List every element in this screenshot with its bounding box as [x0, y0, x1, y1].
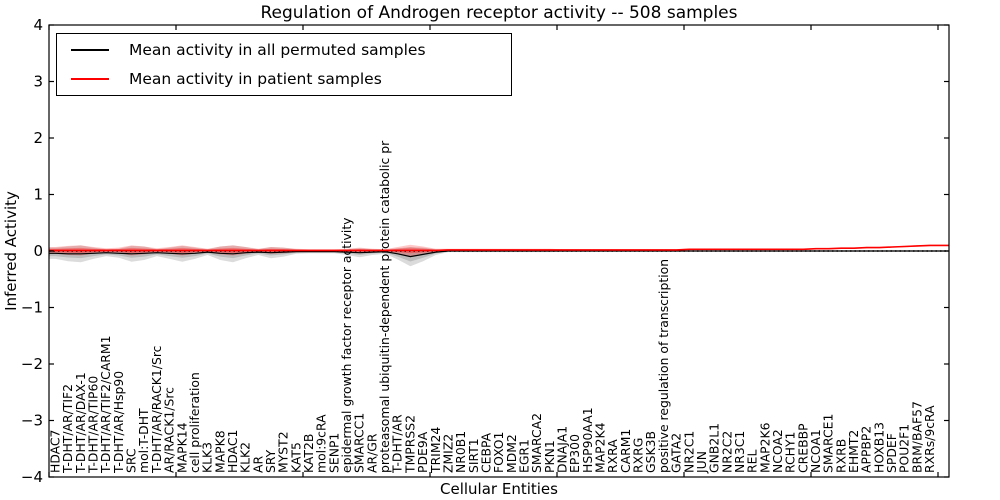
entity-label: AR/RACK1/Src — [162, 387, 177, 473]
entity-label: CARM1 — [618, 429, 633, 473]
entity-label: DNAJA1 — [555, 426, 570, 473]
entity-label: MAP2K6 — [757, 422, 772, 473]
entity-label: GSK3B — [643, 431, 658, 473]
entity-label: positive regulation of transcription — [656, 259, 671, 473]
entity-label: HDAC1 — [225, 430, 240, 473]
entity-label: FOXO1 — [491, 432, 506, 473]
entity-label: SRC — [124, 448, 139, 473]
legend-label-patient: Mean activity in patient samples — [129, 69, 382, 88]
entity-label: AR/GR — [364, 433, 379, 473]
entity-label: BRM/BAF57 — [909, 401, 924, 473]
y-tick-label: 4 — [33, 16, 43, 34]
entity-label: PDE9A — [415, 431, 430, 473]
entity-label: RXRA — [605, 439, 620, 473]
legend-line-patient-icon — [71, 77, 109, 80]
entity-label: AR — [250, 456, 265, 473]
legend-line-permuted-icon — [71, 49, 109, 52]
entity-label: T-DHT/AR/Hsp90 — [111, 371, 126, 474]
entity-label: RXRs/9cRA — [922, 405, 937, 473]
y-tick-label: 0 — [33, 242, 43, 260]
entity-label: NR3C1 — [732, 431, 747, 473]
entity-label: RCHY1 — [783, 432, 798, 473]
entity-label: SIRT1 — [466, 438, 481, 473]
legend: Mean activity in all permuted samples Me… — [56, 33, 512, 96]
y-tick-label: −1 — [21, 299, 43, 317]
entity-label: mol:T-DHT — [136, 408, 151, 473]
entity-label: T-DHT/AR/TIP60 — [86, 376, 101, 474]
legend-label-permuted: Mean activity in all permuted samples — [129, 41, 426, 60]
entity-label: MYST2 — [276, 431, 291, 473]
entity-label: CREBBP — [795, 423, 810, 473]
entity-label: MAPK14 — [174, 422, 189, 473]
entity-label: RXRG — [631, 438, 646, 473]
entity-label: HDAC7 — [48, 430, 63, 473]
entity-label: KLK2 — [238, 442, 253, 473]
entity-label: REL — [745, 450, 760, 473]
entity-label: PKN1 — [542, 440, 557, 473]
entity-label: POU2F1 — [897, 424, 912, 473]
y-tick-label: 2 — [33, 129, 43, 147]
entity-label: MAP2K4 — [593, 422, 608, 473]
x-axis-label: Cellular Entities — [440, 480, 558, 498]
entity-label: NR2C2 — [719, 431, 734, 473]
entity-label: cell proliferation — [187, 372, 202, 473]
entity-label: NCOA1 — [808, 429, 823, 473]
entity-label: KAT5 — [288, 442, 303, 473]
entity-label: RXRB — [833, 439, 848, 473]
entity-label: JUN — [694, 451, 709, 474]
legend-item-patient: Mean activity in patient samples — [57, 65, 511, 93]
legend-item-permuted: Mean activity in all permuted samples — [57, 36, 511, 64]
entity-label: SPDEF — [884, 433, 899, 473]
entity-label: HOXB13 — [871, 422, 886, 473]
y-axis-label: Inferred Activity — [2, 191, 20, 311]
entity-label: SMARCA2 — [529, 413, 544, 473]
entity-label: SMARCC1 — [352, 413, 367, 473]
entity-label: proteasomal ubiquitin-dependent protein … — [377, 140, 392, 473]
entity-label: T-DHT/AR/DAX-1 — [73, 372, 88, 474]
mean-line-permuted — [49, 250, 949, 258]
entity-label: KAT2B — [301, 434, 316, 473]
entity-label: T-DHT/AR/TIF2 — [60, 384, 75, 474]
y-tick-label: 1 — [33, 186, 43, 204]
entity-label: MDM2 — [504, 434, 519, 473]
entity-label: HSP90AA1 — [580, 407, 595, 473]
y-tick-label: −2 — [21, 355, 43, 373]
entity-label: T-DHT/AR/RACK1/Src — [149, 345, 164, 474]
mean-line-patient — [49, 244, 949, 252]
entity-label: APPBP2 — [859, 426, 874, 473]
y-tick-label: 3 — [33, 73, 43, 91]
entity-label: GNB2L1 — [707, 423, 722, 473]
entity-label: EGR1 — [517, 439, 532, 473]
entity-label: T-DHT/AR/TIF2/CARM1 — [98, 336, 113, 474]
y-tick-label: −3 — [21, 412, 43, 430]
entity-label: EP300 — [567, 434, 582, 473]
entity-label: epidermal growth factor receptor activit… — [339, 217, 354, 473]
entity-label: GATA2 — [669, 433, 684, 473]
entity-label: NR2C1 — [681, 431, 696, 473]
entity-label: SMARCE1 — [821, 414, 836, 473]
entity-label: T-DHT/AR — [390, 414, 405, 474]
chart-title: Regulation of Androgen receptor activity… — [260, 3, 738, 23]
entity-label: TRIM24 — [428, 427, 443, 474]
entity-label: SRY — [263, 449, 278, 473]
y-tick-label: −4 — [21, 468, 43, 486]
entity-label: MAPK8 — [212, 430, 227, 473]
entity-label: KLK3 — [200, 442, 215, 473]
entity-label: TMPRSS2 — [402, 415, 417, 474]
entity-label: EHMT2 — [846, 430, 861, 473]
entity-label: ZMIZ2 — [440, 434, 455, 473]
entity-label: NR0B1 — [453, 431, 468, 473]
entity-label: CEBPA — [479, 432, 494, 473]
entity-label: mol:9cRA — [314, 414, 329, 473]
entity-label: NCOA2 — [770, 429, 785, 473]
entity-label: SENP1 — [326, 433, 341, 473]
